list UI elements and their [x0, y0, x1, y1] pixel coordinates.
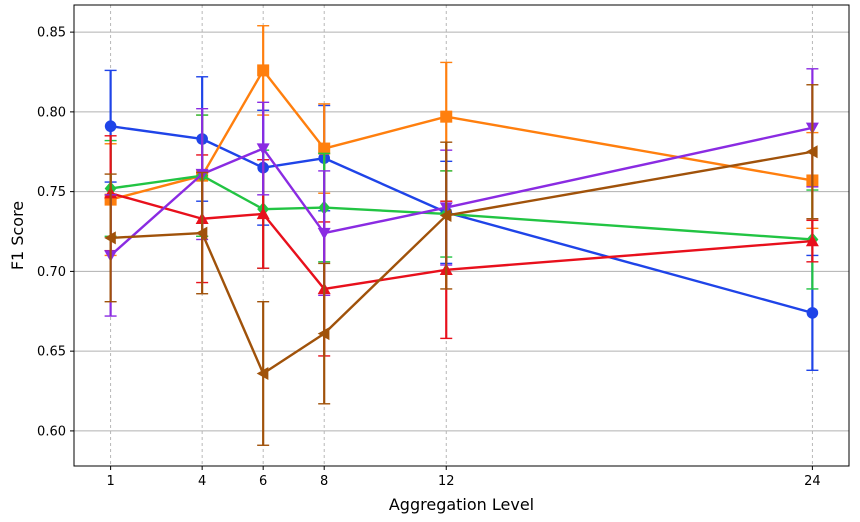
x-axis-title: Aggregation Level — [389, 495, 534, 514]
x-tick-label: 24 — [804, 474, 821, 489]
series-layer — [104, 25, 819, 446]
data-point — [317, 227, 331, 240]
series-brown — [104, 84, 819, 446]
data-point — [195, 226, 208, 240]
data-point — [318, 142, 331, 155]
plot-frame — [73, 4, 850, 467]
y-tick-label: 0.75 — [37, 185, 66, 200]
data-point — [439, 209, 452, 223]
series-line — [110, 69, 813, 201]
y-tick-label: 0.70 — [37, 265, 66, 280]
ticks: 0.60 0.65 0.70 0.75 0.80 0.85 1 4 6 8 12 24 — [37, 26, 821, 489]
y-tick-label: 0.65 — [37, 345, 66, 360]
series-line — [110, 150, 813, 375]
series-line — [110, 192, 813, 291]
y-tick-label: 0.60 — [37, 424, 66, 439]
data-point — [256, 143, 270, 156]
data-point — [805, 234, 819, 247]
data-point — [256, 366, 269, 380]
data-point — [256, 207, 270, 220]
data-point — [104, 231, 116, 245]
x-tick-label: 12 — [438, 474, 455, 489]
data-point — [317, 327, 330, 341]
data-point — [257, 64, 270, 77]
series-line — [110, 125, 813, 315]
data-point — [104, 120, 117, 133]
series-line — [110, 174, 813, 241]
y-tick-label: 0.80 — [37, 105, 66, 120]
x-tick-label: 6 — [259, 474, 267, 489]
y-tick-label: 0.85 — [37, 26, 66, 41]
series-line — [109, 126, 813, 257]
x-tick-label: 8 — [320, 474, 328, 489]
x-tick-label: 4 — [198, 474, 206, 489]
data-point — [440, 110, 453, 123]
data-point — [805, 145, 818, 159]
data-point — [806, 307, 819, 319]
x-tick-label: 1 — [106, 474, 114, 489]
y-axis-title: F1 Score — [8, 201, 27, 270]
